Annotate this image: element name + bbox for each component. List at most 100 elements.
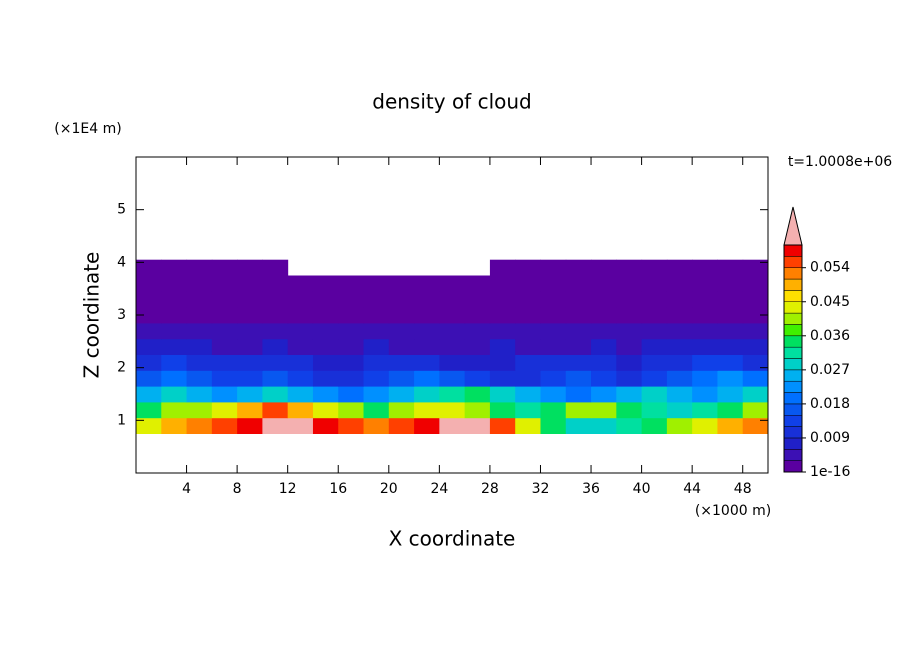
colorbar-bin: [783, 358, 803, 371]
cell: [388, 291, 415, 308]
cell: [161, 275, 188, 292]
colorbar-tick-label: 0.045: [810, 294, 850, 310]
cell: [515, 417, 541, 434]
cell: [237, 338, 263, 355]
cell: [464, 307, 491, 324]
cell: [186, 291, 213, 308]
cell: [565, 307, 592, 324]
y-tick-label: 5: [117, 202, 126, 218]
cell: [666, 401, 693, 419]
colorbar-bin: [783, 380, 803, 393]
cell: [515, 370, 541, 387]
cell: [717, 307, 744, 324]
cell: [439, 386, 466, 403]
cell: [515, 275, 541, 292]
cell: [464, 338, 491, 355]
cell: [338, 417, 365, 434]
colorbar-bin: [783, 312, 803, 325]
cell: [363, 307, 390, 324]
cell: [211, 259, 238, 276]
x-axis-label: X coordinate: [389, 527, 516, 551]
cell: [186, 370, 213, 387]
cell: [363, 370, 390, 387]
cell: [692, 386, 718, 403]
x-tick-label: 48: [734, 481, 752, 497]
x-tick-label: 12: [279, 481, 297, 497]
cell: [287, 275, 314, 292]
cell: [312, 370, 339, 387]
cell: [338, 291, 365, 308]
y-tick-label: 2: [117, 360, 126, 376]
cell: [414, 291, 440, 308]
colorbar-tick-label: 0.036: [810, 328, 850, 344]
colorbar-bin: [783, 324, 803, 337]
cell: [717, 338, 744, 355]
cell: [414, 354, 440, 371]
cell: [641, 322, 668, 340]
cell: [161, 354, 188, 371]
cell: [717, 259, 744, 276]
colorbar-frame: [783, 244, 803, 473]
cell: [616, 291, 643, 308]
cell: [565, 259, 592, 276]
cell: [363, 338, 390, 355]
colorbar-bin: [783, 426, 803, 439]
colorbar-extend: [783, 206, 803, 246]
cell: [540, 401, 567, 419]
cell: [742, 417, 769, 434]
cell: [692, 401, 718, 419]
colorbar-bin: [783, 267, 803, 280]
cell: [565, 275, 592, 292]
cell: [161, 417, 188, 434]
cell: [742, 275, 769, 292]
y-tick-label: 3: [117, 307, 126, 323]
colorbar-bin: [783, 415, 803, 427]
cell: [439, 338, 466, 355]
cell: [439, 417, 466, 434]
cell: [136, 275, 162, 292]
cell: [388, 354, 415, 371]
cell: [641, 338, 668, 355]
cell: [287, 386, 314, 403]
cell: [616, 275, 643, 292]
cell: [439, 275, 466, 292]
x-unit: (×1000 m): [695, 503, 771, 519]
cell: [666, 275, 693, 292]
cell: [464, 354, 491, 371]
colorbar-bin: [783, 449, 803, 461]
cell: [742, 338, 769, 355]
cell: [591, 291, 617, 308]
cell: [363, 291, 390, 308]
cell: [414, 322, 440, 340]
cell: [186, 354, 213, 371]
cell: [388, 275, 415, 292]
cell: [237, 354, 263, 371]
cell: [515, 338, 541, 355]
cell: [312, 275, 339, 292]
y-tick-label: 1: [117, 412, 126, 428]
cell: [616, 354, 643, 371]
colorbar-tick-label: 0.018: [810, 396, 850, 412]
cell: [161, 370, 188, 387]
colorbar-bin: [783, 301, 803, 314]
cell: [136, 322, 162, 340]
cell: [641, 354, 668, 371]
cell: [211, 338, 238, 355]
cell: [591, 370, 617, 387]
colorbar-bin: [783, 403, 803, 416]
y-tick-label: 4: [117, 254, 126, 270]
cell: [186, 338, 213, 355]
cell: [742, 386, 769, 403]
cell: [591, 386, 617, 403]
cell: [616, 417, 643, 434]
cell: [439, 322, 466, 340]
cell: [262, 354, 289, 371]
cell: [489, 386, 516, 403]
x-tick-label: 28: [481, 481, 499, 497]
x-tick-label: 32: [532, 481, 550, 497]
cell: [489, 291, 516, 308]
cell: [211, 417, 238, 434]
cell: [262, 338, 289, 355]
cell: [565, 322, 592, 340]
colorbar-tick-label: 0.054: [810, 260, 850, 276]
